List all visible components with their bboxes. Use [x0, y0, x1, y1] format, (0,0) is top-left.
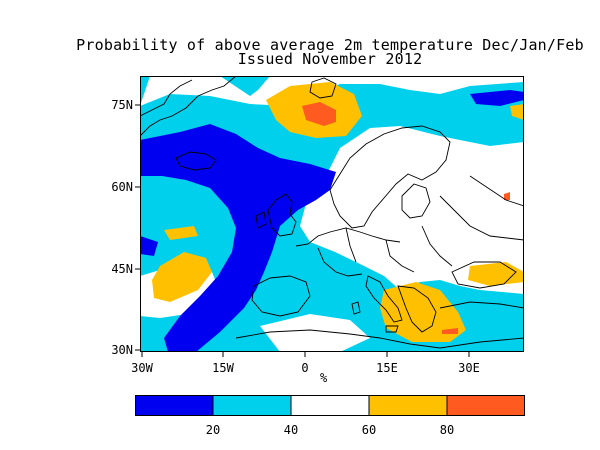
coastlines — [140, 76, 524, 349]
map-svg — [140, 76, 524, 352]
band-80-100-small — [504, 192, 510, 200]
colorbar-tick-80: 80 — [439, 423, 455, 437]
lat-tick-60n: 60N — [111, 180, 133, 194]
colorbar-bin-0-20 — [135, 395, 213, 416]
colorbar-tick-60: 60 — [361, 423, 377, 437]
chart-subtitle: Issued November 2012 — [237, 50, 423, 68]
band-0-20-small — [140, 236, 158, 256]
colorbar-bin-40-60 — [291, 395, 369, 416]
band-60-80-east — [510, 104, 524, 120]
band-80-100-svalbard — [302, 102, 336, 126]
colorbar — [135, 395, 525, 416]
colorbar-tick-20: 20 — [205, 423, 221, 437]
lon-tick-30e: 30E — [458, 361, 480, 375]
lon-tick-15e: 15E — [376, 361, 398, 375]
lat-tick-45n: 45N — [111, 262, 133, 276]
colorbar-bin-60-80 — [369, 395, 447, 416]
band-40-60-arctic — [140, 76, 524, 106]
chart-title: Probability of above average 2m temperat… — [76, 36, 584, 54]
colorbar-bin-80-100 — [447, 395, 525, 416]
map-frame — [140, 76, 524, 352]
band-20-40-atlantic — [140, 188, 216, 256]
band-80-100-med — [442, 328, 458, 334]
lon-tick-15w: 15W — [212, 361, 234, 375]
unit-label: % — [320, 371, 328, 385]
lat-tick-30n: 30N — [111, 343, 133, 357]
band-60-80-greece-turkey — [380, 282, 466, 342]
colorbar-tick-40: 40 — [283, 423, 299, 437]
band-40-60-nafrica — [260, 314, 370, 352]
lon-tick-0: 0 — [301, 361, 309, 375]
band-60-80-atlantic-small — [164, 226, 198, 240]
band-60-80-atlantic — [152, 252, 212, 302]
band-0-20-atlantic — [140, 124, 336, 352]
band-0-20-arctic — [470, 90, 524, 106]
probability-map — [140, 76, 524, 352]
colorbar-bin-20-40 — [213, 395, 291, 416]
lon-tick-30w: 30W — [131, 361, 153, 375]
lat-tick-75n: 75N — [111, 98, 133, 112]
